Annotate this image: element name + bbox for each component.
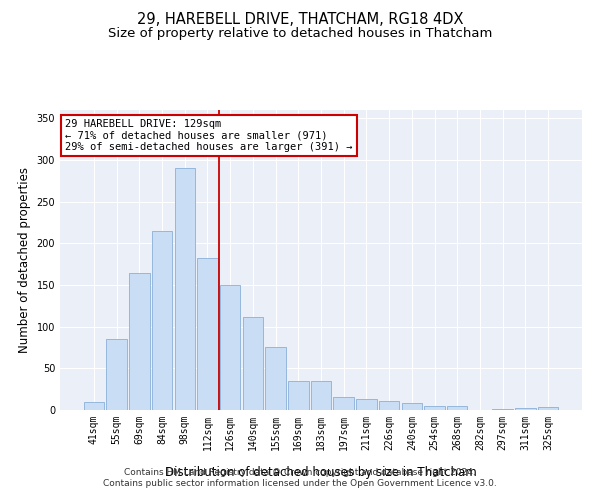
Text: Distribution of detached houses by size in Thatcham: Distribution of detached houses by size … <box>165 466 477 479</box>
Bar <box>538 406 558 410</box>
Text: 29 HAREBELL DRIVE: 129sqm
← 71% of detached houses are smaller (971)
29% of semi: 29 HAREBELL DRIVE: 129sqm ← 71% of detac… <box>65 119 353 152</box>
Text: Size of property relative to detached houses in Thatcham: Size of property relative to detached ho… <box>108 28 492 40</box>
Bar <box>220 285 241 410</box>
Bar <box>152 231 172 410</box>
Bar <box>424 406 445 410</box>
Bar <box>129 272 149 410</box>
Bar <box>311 381 331 410</box>
Bar <box>515 408 536 410</box>
Bar <box>379 401 400 410</box>
Bar <box>84 402 104 410</box>
Bar <box>493 409 513 410</box>
Bar <box>334 396 354 410</box>
Bar <box>265 346 286 410</box>
Text: Contains HM Land Registry data © Crown copyright and database right 2024.
Contai: Contains HM Land Registry data © Crown c… <box>103 468 497 487</box>
Bar <box>401 404 422 410</box>
Bar <box>175 168 195 410</box>
Bar <box>288 381 308 410</box>
Bar <box>356 399 377 410</box>
Bar <box>447 406 467 410</box>
Bar <box>197 258 218 410</box>
Bar <box>242 316 263 410</box>
Bar <box>106 339 127 410</box>
Y-axis label: Number of detached properties: Number of detached properties <box>18 167 31 353</box>
Text: 29, HAREBELL DRIVE, THATCHAM, RG18 4DX: 29, HAREBELL DRIVE, THATCHAM, RG18 4DX <box>137 12 463 28</box>
